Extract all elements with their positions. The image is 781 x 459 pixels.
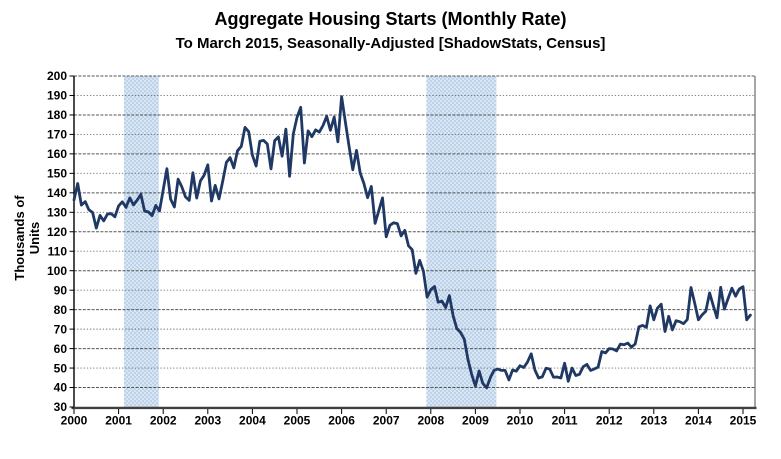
y-tick-label: 80 [54,303,68,317]
x-tick-label: 2004 [239,414,266,428]
x-tick-label: 2011 [552,414,578,428]
chart-subtitle: To March 2015, Seasonally-Adjusted [Shad… [175,35,606,52]
x-tick-label: 2001 [105,414,132,428]
y-tick-label: 50 [54,361,68,375]
x-tick-label: 2012 [596,414,623,428]
x-tick-label: 2009 [462,414,489,428]
y-tick-label: 30 [54,400,68,414]
x-tick-label: 2015 [730,414,757,428]
recession-band [123,76,159,407]
housing-starts-line [72,95,752,390]
x-tick-label: 2005 [284,414,311,428]
x-tick-label: 2002 [150,414,177,428]
x-tick-label: 2008 [417,414,444,428]
x-tick-label: 2007 [373,414,400,428]
x-tick-label: 2013 [640,414,667,428]
x-tick-label: 2006 [328,414,355,428]
y-tick-label: 90 [54,283,68,297]
y-tick-label: 140 [47,186,67,200]
chart-title: Aggregate Housing Starts (Monthly Rate) [214,9,567,29]
y-tick-label: 180 [47,108,67,122]
y-tick-label: 40 [54,381,68,395]
y-tick-label: 190 [47,89,67,103]
x-tick-label: 2003 [194,414,221,428]
x-tick-label: 2000 [61,414,88,428]
y-tick-label: 110 [48,244,68,258]
y-tick-label: 130 [47,205,67,219]
y-tick-label: 200 [47,69,67,83]
y-tick-label: 60 [54,342,68,356]
x-tick-label: 2010 [507,414,534,428]
y-tick-label: 170 [47,128,67,142]
y-tick-label: 70 [54,322,68,336]
recession-band [426,76,497,407]
x-tick-label: 2014 [685,414,712,428]
y-tick-label: 100 [47,264,67,278]
y-tick-label: 120 [47,225,67,239]
y-tick-label: 150 [47,167,67,181]
y-tick-label: 160 [47,147,67,161]
